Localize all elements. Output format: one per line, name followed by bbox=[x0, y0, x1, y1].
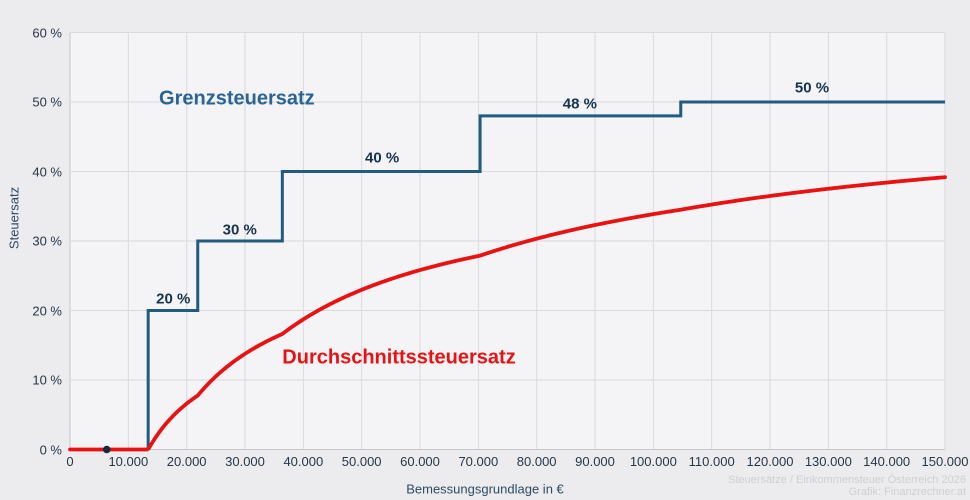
x-axis-tick-label: 40.000 bbox=[283, 454, 324, 469]
chart-footer: Steuersätze / Einkommensteuer Österreich… bbox=[728, 474, 966, 498]
x-axis-tick-label: 140.000 bbox=[863, 454, 911, 469]
step-label-50: 50 % bbox=[794, 79, 830, 97]
y-axis-tick-label: 40 % bbox=[32, 164, 62, 179]
step-label-48: 48 % bbox=[562, 95, 597, 113]
marginal-rate-step-line bbox=[146, 100, 945, 450]
x-axis-tick-label: 0 bbox=[66, 454, 74, 469]
y-axis-tick-label: 10 % bbox=[32, 372, 62, 388]
step-label-30: 30 % bbox=[222, 221, 257, 239]
y-axis-tick-label: 50 % bbox=[32, 94, 62, 110]
x-axis-tick-label: 90.000 bbox=[575, 454, 615, 469]
y-axis-title: Steuersatz bbox=[6, 186, 22, 250]
x-axis-tick-label: 60.000 bbox=[400, 454, 440, 469]
chart-footer-source: Steuersätze / Einkommensteuer Österreich… bbox=[728, 474, 966, 486]
x-axis-tick-label: 150.000 bbox=[921, 454, 969, 469]
step-label-20: 20 % bbox=[156, 290, 191, 308]
chart-footer-credit: Grafik: Finanzrechner.at bbox=[848, 485, 966, 498]
x-axis-tick-label: 70.000 bbox=[458, 454, 499, 469]
y-axis-tick-label: 30 % bbox=[32, 233, 62, 249]
x-axis-tick-label: 110.000 bbox=[688, 454, 735, 469]
x-axis-tick-label: 10.000 bbox=[108, 454, 149, 469]
y-axis-tick-label: 60 % bbox=[32, 25, 62, 40]
y-axis-tick-label: 20 % bbox=[32, 303, 62, 318]
x-axis-tick-label: 30.000 bbox=[225, 454, 265, 469]
y-axis-tick-label: 0 % bbox=[39, 442, 62, 457]
step-label-40: 40 % bbox=[364, 149, 400, 167]
x-axis-tick-label: 120.000 bbox=[746, 454, 794, 469]
axis-marker-dot bbox=[102, 445, 111, 454]
x-axis-tick-label: 100.000 bbox=[629, 454, 677, 469]
average-rate-curve bbox=[68, 175, 947, 452]
x-axis-tick-label: 130.000 bbox=[804, 454, 852, 469]
x-axis-tick-label: 80.000 bbox=[516, 454, 557, 469]
x-axis-tick-label: 50.000 bbox=[341, 454, 382, 469]
x-axis-tick-label: 20.000 bbox=[166, 454, 207, 469]
series-label-grenzsteuersatz: Grenzsteuersatz bbox=[159, 87, 315, 110]
series-label-durchschnittssteuersatz: Durchschnittssteuersatz bbox=[282, 346, 516, 369]
x-axis-title: Bemessungsgrundlage in € bbox=[406, 481, 564, 497]
